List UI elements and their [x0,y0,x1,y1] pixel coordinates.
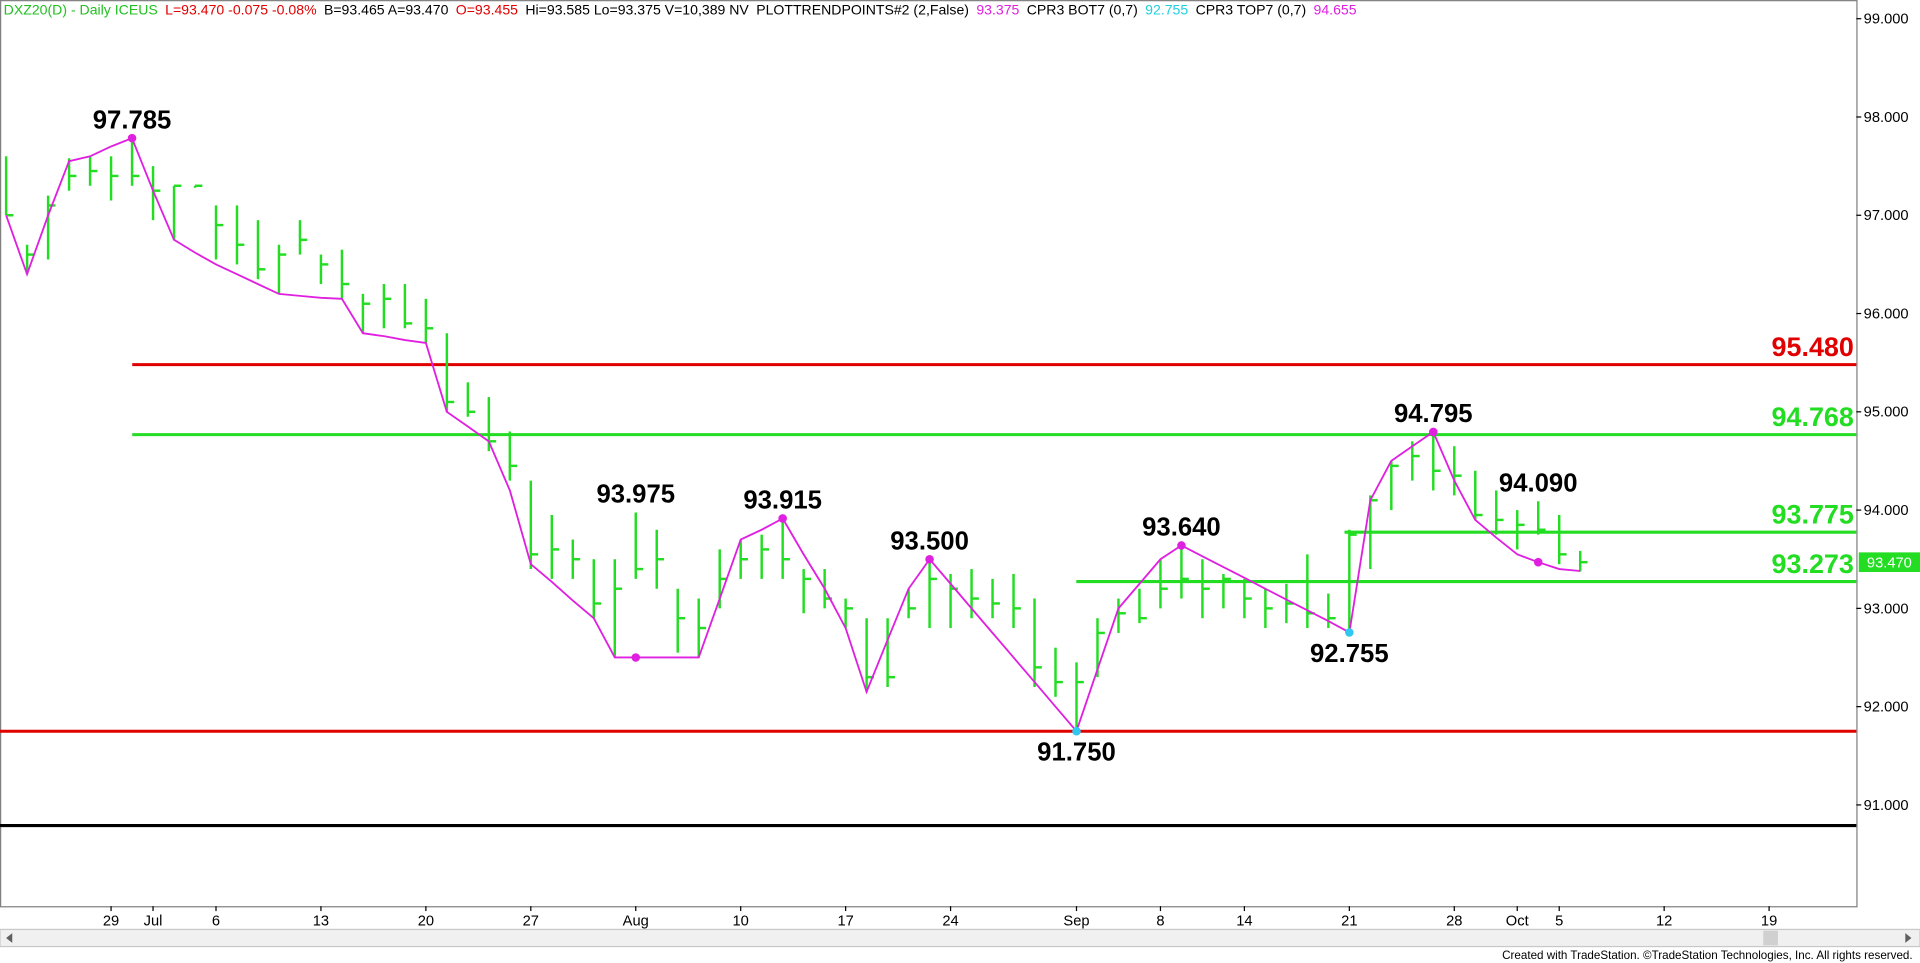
pivot-label: 94.090 [1499,469,1578,497]
x-tick-label: 19 [1761,914,1777,930]
pivot-dot [1345,628,1354,637]
x-tick-label: 10 [733,914,749,930]
y-tick-label: 94.000 [1864,503,1909,519]
y-tick-label: 96.000 [1864,306,1909,322]
x-tick-label: 24 [942,914,958,930]
y-tick-label: 97.000 [1864,208,1909,224]
x-tick-label: 13 [313,914,329,930]
pivot-dot [925,554,934,564]
x-tick-label: 20 [418,914,434,930]
pivot-dot [778,514,787,523]
last-price-box [1858,552,1920,572]
scrollbar[interactable] [0,928,1920,948]
footer: Created with TradeStation. ©TradeStation… [1502,949,1913,962]
header-segment: L=93.470 -0.075 -0.08% [165,2,317,18]
trend-line [5,136,1581,733]
pivot-dot [1072,726,1081,736]
header-segment: PLOTTRENDPOINTS#2 (2,False) [756,2,969,18]
header-segment: O=93.455 [456,2,518,18]
y-tick-label: 92.000 [1864,700,1909,716]
y-tick-label: 99.000 [1864,12,1909,28]
header-segment: CPR3 TOP7 (0,7) [1196,2,1307,18]
scroll-left[interactable] [6,933,13,943]
pivot-label: 93.975 [596,481,675,509]
y-tick-label: 91.000 [1864,798,1909,814]
header-segment: 94.655 [1314,2,1357,18]
x-tick-label: 27 [523,914,539,930]
level-label: 94.768 [1772,402,1854,432]
x-tick-label: 21 [1341,914,1357,930]
header-segment: 93.375 [976,2,1019,18]
x-tick-label: 14 [1236,914,1252,930]
pivot-label: 91.750 [1037,739,1116,767]
pivot-dot [1429,427,1438,437]
scroll-thumb[interactable] [1763,930,1778,946]
pivot-dot [1177,541,1186,550]
plot-frame [0,0,1858,908]
pivot-dot [631,653,641,662]
header: DXZ20(D) - Daily ICEUS L=93.470 -0.075 -0… [4,2,1357,18]
x-tick-label: Jul [144,914,163,930]
pivot-label: 93.500 [890,527,969,555]
y-tick-label: 93.000 [1864,601,1909,617]
header-segment: Hi=93.585 Lo=93.375 V=10,389 NV [525,2,749,18]
x-tick-label: 12 [1656,914,1672,930]
x-tick-label: 5 [1555,914,1563,930]
x-tick-label: 29 [103,914,119,930]
pivot-label: 97.785 [93,106,172,134]
header-segment: DXZ20(D) - Daily ICEUS [4,2,158,18]
level-label: 93.775 [1772,500,1854,530]
x-tick-label: 8 [1156,914,1164,930]
x-tick-label: Sep [1063,914,1089,930]
x-tick-label: Aug [623,914,649,930]
pivot-dot [127,133,137,143]
level-label: 93.273 [1772,549,1854,579]
header-segment: CPR3 BOT7 (0,7) [1027,2,1138,18]
x-tick-label: Oct [1506,914,1529,930]
pivot-label: 92.755 [1310,640,1389,668]
pivot-label: 93.915 [743,487,822,515]
x-tick-label: 6 [212,914,220,930]
y-tick-label: 95.000 [1864,405,1909,421]
scroll-right[interactable] [1905,933,1912,943]
pivot-label: 94.795 [1394,400,1473,428]
last-price-label: 93.470 [1867,556,1912,572]
y-tick-label: 98.000 [1864,110,1909,126]
x-tick-label: 28 [1446,914,1462,930]
level-label: 95.480 [1772,332,1854,362]
header-segment: B=93.465 A=93.470 [324,2,449,18]
pivot-dot [1533,557,1543,567]
pivot-label: 93.640 [1142,514,1221,542]
header-segment: 92.755 [1145,2,1188,18]
x-tick-label: 17 [837,914,853,930]
